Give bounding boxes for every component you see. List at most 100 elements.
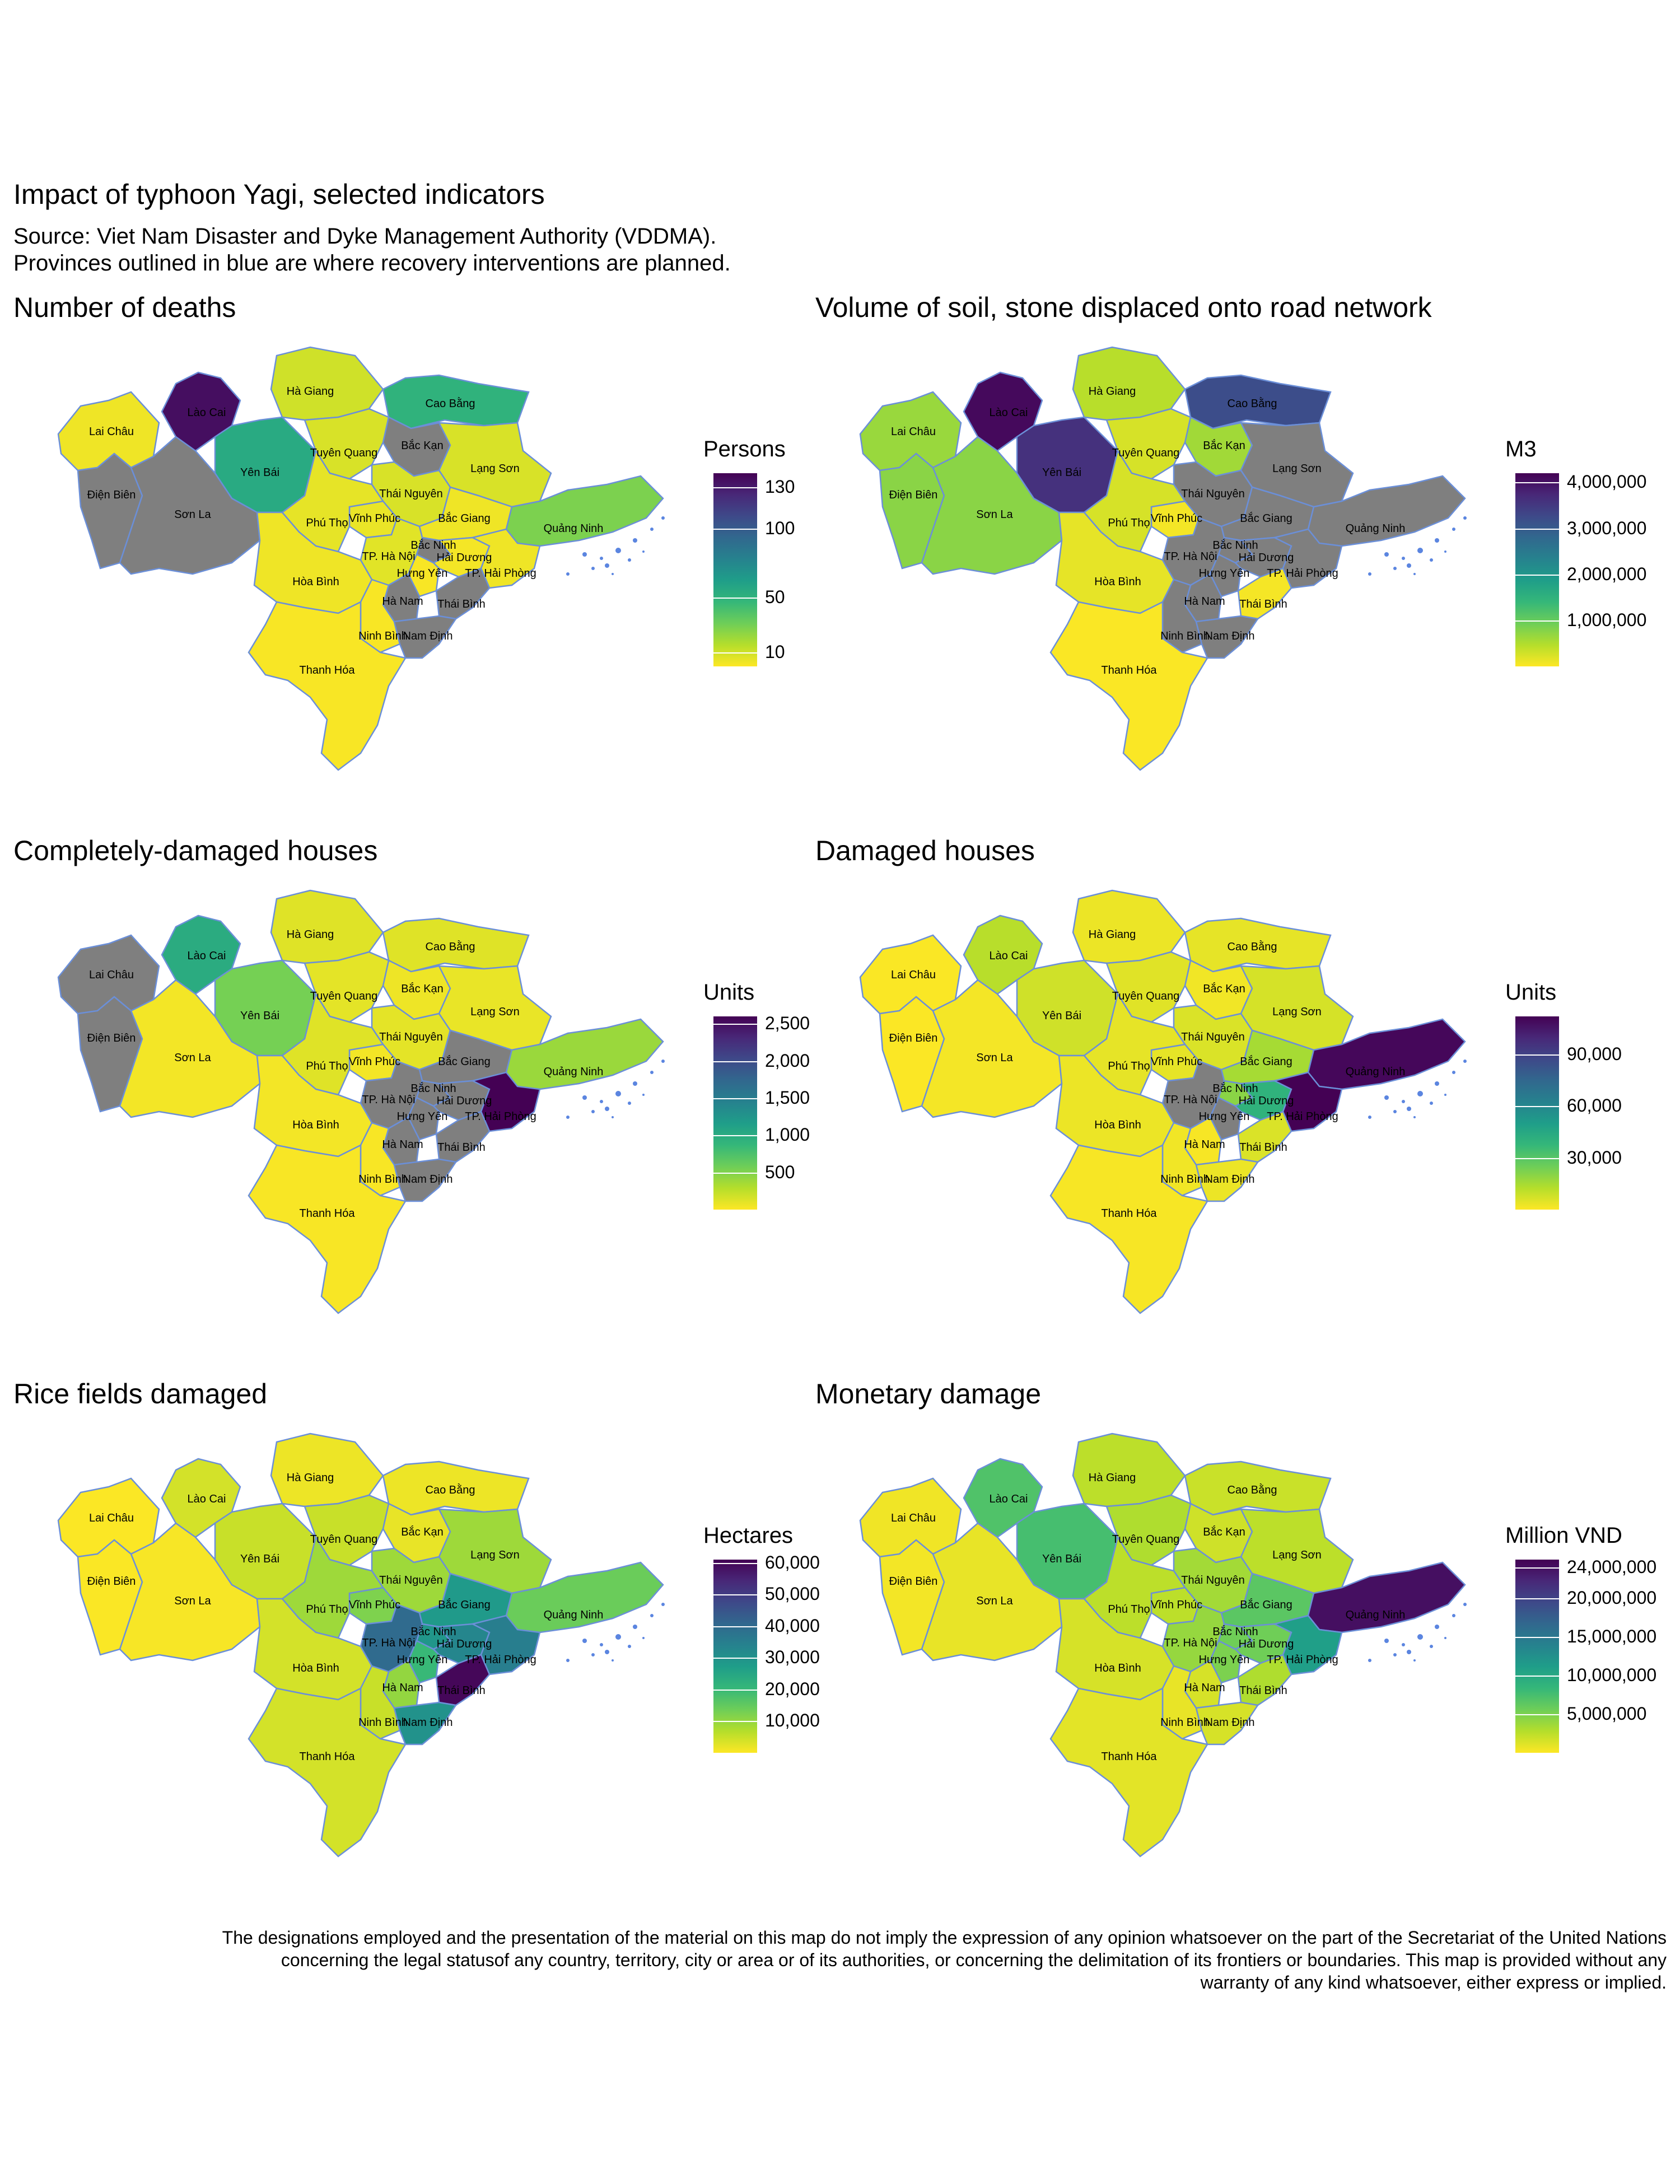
province-label: Tuyên Quang	[1112, 990, 1179, 1002]
island-marker	[1407, 563, 1411, 568]
legend-tick-mark	[1515, 1054, 1559, 1056]
province-label: Yên Bái	[1042, 1010, 1081, 1022]
province-label: Thanh Hóa	[300, 664, 356, 676]
province-label: Hưng Yên	[1199, 1110, 1250, 1123]
island-marker	[600, 1643, 603, 1646]
legend-tick-label: 24,000,000	[1567, 1556, 1657, 1577]
province-label: Yên Bái	[1042, 466, 1081, 479]
province-map: Hà Giang Cao Bằng Lai Châu Lào Cai Bắc Kạn Tu…	[57, 346, 665, 771]
map-panel-damaged-houses: Damaged houses Hà Giang Cao Bằng Lai Châu Là…	[815, 834, 1622, 1372]
province-label: Lào Cai	[990, 1493, 1028, 1505]
island-marker	[1407, 1650, 1411, 1654]
province-label: Hòa Bình	[292, 1662, 339, 1674]
province-label: Lào Cai	[188, 407, 226, 419]
province-label: Quảng Ninh	[544, 1066, 604, 1078]
province-label: Bắc Kạn	[401, 439, 444, 452]
legend-color-bar	[713, 473, 757, 666]
island-marker	[1368, 1116, 1371, 1119]
province-label: Hà Giang	[287, 1472, 334, 1484]
province-label: Thái Nguyên	[379, 1031, 442, 1043]
island-marker	[591, 1653, 595, 1656]
province-label: TP. Hà Nội	[1164, 1637, 1217, 1649]
island-marker	[1402, 1643, 1405, 1646]
province-map: Hà Giang Cao Bằng Lai Châu Lào Cai Bắc Kạn Tu…	[57, 889, 665, 1314]
legend-title: M3	[1505, 437, 1537, 461]
island-marker	[1393, 1653, 1397, 1656]
island-marker	[612, 1659, 614, 1662]
province-son-la	[119, 1522, 261, 1662]
island-marker	[642, 550, 645, 553]
legend-tick-mark	[713, 1689, 757, 1691]
province-label: Sơn La	[976, 1052, 1013, 1064]
page-title: Impact of typhoon Yagi, selected indicat…	[13, 179, 545, 210]
legend-tick-mark	[1515, 1106, 1559, 1108]
province-label: Thanh Hóa	[1102, 664, 1158, 676]
province-son-la	[921, 436, 1063, 575]
province-label: Quảng Ninh	[1346, 1609, 1406, 1621]
province-label: Lai Châu	[891, 426, 936, 438]
province-label: Điện Biên	[889, 1575, 938, 1588]
legend-tick-label: 10,000,000	[1567, 1665, 1657, 1685]
province-map: Hà Giang Cao Bằng Lai Châu Lào Cai Bắc Kạn Tu…	[859, 346, 1467, 771]
legend-tick-mark	[1515, 1567, 1559, 1569]
legend-tick-label: 10,000	[765, 1710, 820, 1731]
island-marker	[1430, 558, 1433, 562]
legend-tick-label: 100	[765, 517, 795, 538]
island-marker	[1417, 1634, 1423, 1640]
legend-tick-mark	[1515, 1637, 1559, 1638]
province-label: Yên Bái	[1042, 1553, 1081, 1565]
island-marker	[591, 567, 595, 570]
island-marker	[605, 1650, 609, 1654]
island-marker	[1435, 1625, 1439, 1629]
province-nam-dinh	[1195, 1158, 1259, 1202]
province-label: Cao Bằng	[426, 1483, 475, 1496]
legend-tick-label: 130	[765, 476, 795, 497]
island-marker	[633, 1081, 637, 1086]
province-label: Bắc Ninh	[410, 1625, 456, 1638]
province-nam-dinh	[393, 1158, 458, 1202]
island-marker	[1417, 1091, 1423, 1096]
province-label: Bắc Ninh	[1212, 1625, 1258, 1638]
island-marker	[650, 528, 654, 531]
island-marker	[566, 1659, 570, 1662]
island-marker	[1463, 1060, 1467, 1063]
province-label: Ninh Bình	[1160, 1716, 1210, 1729]
province-label: Điện Biên	[889, 1032, 938, 1044]
map-panel-rice-fields-damaged: Rice fields damaged Hà Giang Cao Bằng Lai C…	[13, 1378, 820, 1915]
province-label: Tuyên Quang	[310, 447, 377, 459]
island-marker	[612, 573, 614, 575]
color-legend: Units 90,000 60,000 30,000	[1499, 980, 1622, 1215]
legend-tick-mark	[713, 1626, 757, 1627]
province-label: Hòa Bình	[1094, 576, 1141, 588]
province-tp-hai-phong	[470, 528, 541, 589]
province-label: Thái Bình	[437, 1141, 486, 1154]
island-marker	[615, 1091, 621, 1096]
province-son-la	[119, 436, 261, 575]
province-label: Hà Nam	[1184, 1138, 1225, 1151]
province-label: Lào Cai	[188, 1493, 226, 1505]
island-marker	[591, 1110, 595, 1113]
province-label: Hải Dương	[1239, 1095, 1294, 1107]
panel-title: Monetary damage	[815, 1378, 1042, 1410]
province-label: Sơn La	[976, 1595, 1013, 1607]
island-marker	[582, 552, 587, 557]
province-label: Ninh Bình	[358, 1173, 408, 1186]
legend-tick-label: 40,000	[765, 1615, 820, 1636]
province-label: Bắc Ninh	[1212, 539, 1258, 552]
province-label: Phú Thọ	[306, 1060, 348, 1072]
province-label: Điện Biên	[87, 489, 136, 501]
panel-title: Volume of soil, stone displaced onto roa…	[815, 292, 1432, 323]
province-label: Tuyên Quang	[310, 1533, 377, 1546]
legend-tick-mark	[713, 1658, 757, 1659]
province-label: Thái Bình	[437, 1684, 486, 1697]
province-label: Lạng Sơn	[470, 1549, 520, 1561]
province-label: TP. Hà Nội	[362, 1094, 415, 1106]
province-map: Hà Giang Cao Bằng Lai Châu Lào Cai Bắc Kạn Tu…	[57, 1432, 665, 1858]
province-label: Bắc Giang	[438, 1055, 490, 1068]
legend-tick-mark	[1515, 620, 1559, 622]
island-marker	[1444, 1094, 1446, 1096]
province-label: Điện Biên	[889, 489, 938, 501]
province-label: TP. Hà Nội	[1164, 550, 1217, 563]
province-tp-hai-phong	[470, 1071, 541, 1132]
province-label: Tuyên Quang	[1112, 1533, 1179, 1546]
